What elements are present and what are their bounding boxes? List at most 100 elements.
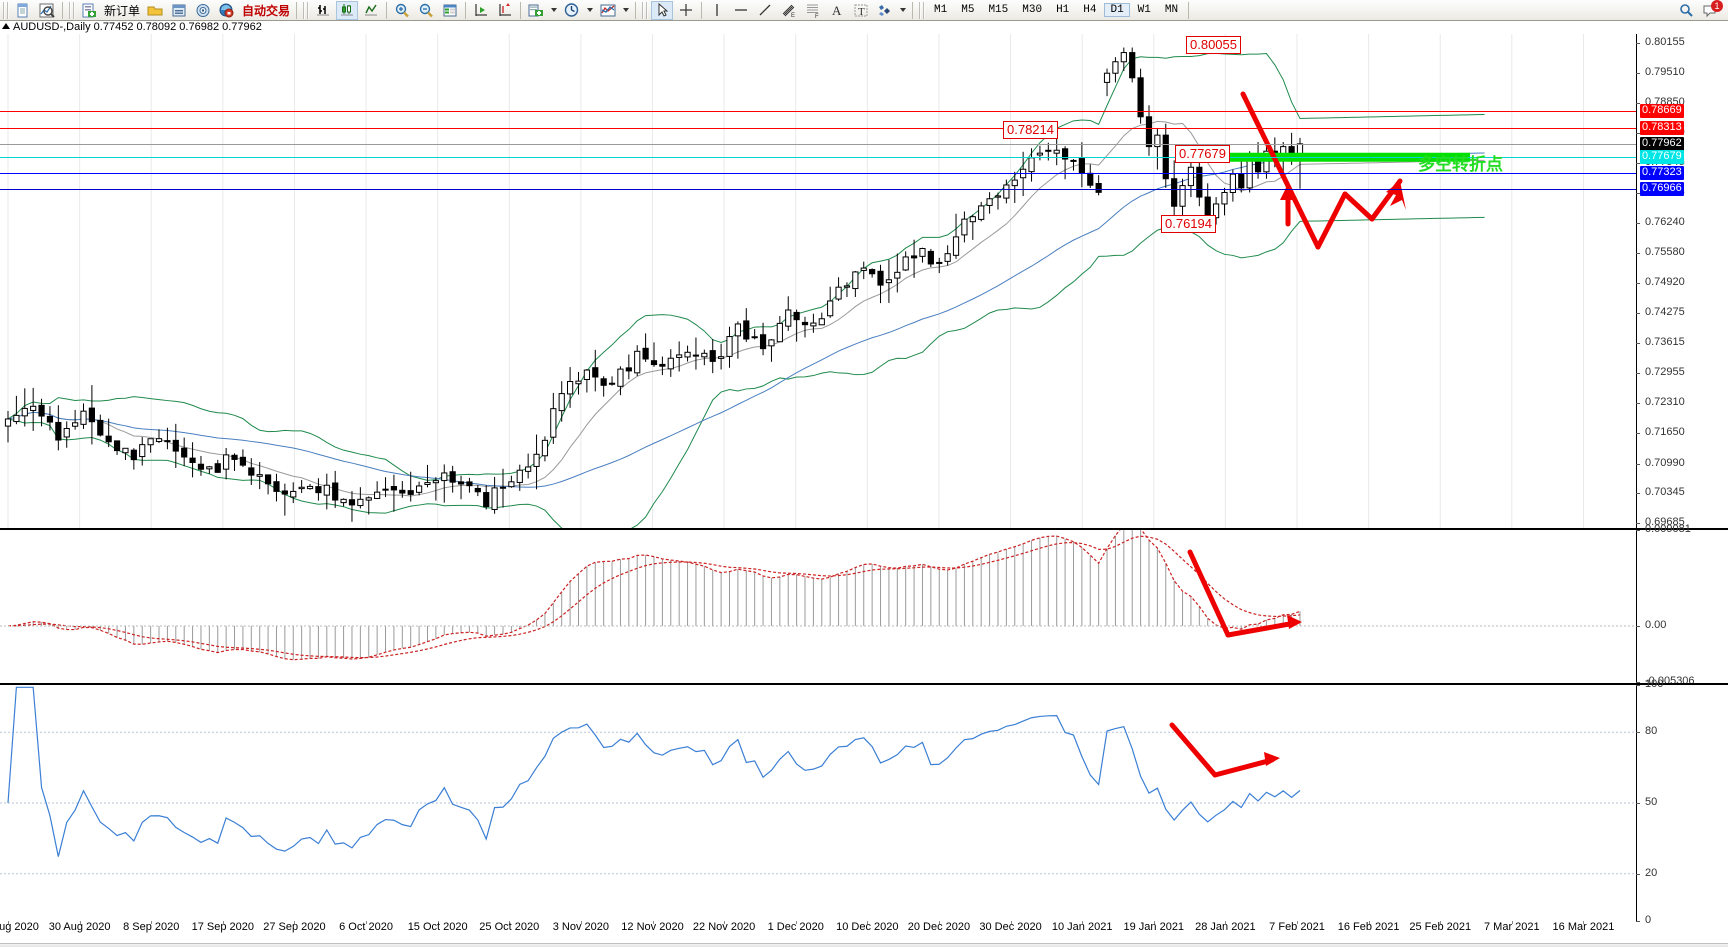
fibonacci-icon[interactable]: F bbox=[802, 1, 824, 20]
indicators-icon[interactable] bbox=[597, 1, 619, 20]
candlestick-series[interactable] bbox=[4, 47, 1304, 522]
date-tick-label: 16 Feb 2021 bbox=[1337, 921, 1400, 933]
rsi-forecast-drawing[interactable] bbox=[1169, 722, 1280, 778]
timeframe-mn[interactable]: MN bbox=[1164, 4, 1179, 16]
macd-forecast-drawing[interactable] bbox=[1187, 549, 1302, 638]
prior-high-label[interactable]: 0.78214 bbox=[1003, 121, 1058, 139]
timeframe-d1[interactable]: D1 bbox=[1104, 3, 1130, 17]
level-line-support-1[interactable] bbox=[0, 156, 1636, 158]
vertical-line-icon[interactable] bbox=[706, 1, 728, 20]
text-icon[interactable]: A bbox=[826, 1, 848, 20]
chart-expand-icon[interactable] bbox=[2, 23, 10, 29]
price-tick-label: 0.74275 bbox=[1645, 305, 1685, 318]
price-label-current-price[interactable]: 0.77962 bbox=[1640, 136, 1684, 151]
new-order-label[interactable]: 新订单 bbox=[104, 3, 141, 18]
terminal-icon[interactable] bbox=[168, 1, 190, 20]
level-line-support-2[interactable] bbox=[0, 173, 1636, 175]
autotrading-label[interactable]: 自动交易 bbox=[242, 3, 291, 18]
bar-chart-icon[interactable] bbox=[312, 1, 334, 20]
toolbar-separator-6 bbox=[635, 1, 637, 19]
toolbar-grip-3[interactable] bbox=[302, 1, 310, 19]
data-window-icon[interactable] bbox=[439, 1, 461, 20]
trendline-icon[interactable] bbox=[754, 1, 776, 20]
date-tick-mark bbox=[509, 921, 511, 924]
folder-icon[interactable] bbox=[144, 1, 166, 20]
svg-text:T: T bbox=[858, 6, 865, 18]
autotrading-icon[interactable] bbox=[216, 1, 238, 20]
macd-pane[interactable] bbox=[0, 530, 1728, 682]
new-order-icon[interactable] bbox=[78, 1, 100, 20]
timeframe-m5[interactable]: M5 bbox=[961, 4, 975, 16]
date-tick-mark bbox=[1368, 921, 1370, 924]
level-line-resistance-1[interactable] bbox=[0, 111, 1636, 113]
chart-symbol-text: AUDUSD-,Daily 0.77452 0.78092 0.76982 0.… bbox=[13, 21, 262, 33]
price-chart-canvas[interactable] bbox=[0, 34, 1728, 528]
search-icon[interactable] bbox=[1675, 1, 1697, 20]
toolbar-grip-5[interactable] bbox=[918, 1, 926, 19]
price-tick-mark bbox=[1636, 403, 1640, 404]
date-tick-label: 7 Mar 2021 bbox=[1484, 921, 1540, 933]
equidistant-channel-icon[interactable]: E bbox=[778, 1, 800, 20]
timeframe-h1[interactable]: H1 bbox=[1056, 4, 1070, 16]
magnifier-chart-icon[interactable] bbox=[36, 1, 58, 20]
navigator-icon[interactable] bbox=[192, 1, 214, 20]
alerts-icon[interactable]: 1 bbox=[1699, 0, 1723, 20]
toolbar-grip[interactable] bbox=[2, 1, 9, 19]
price-tick-label: 0.80155 bbox=[1645, 36, 1685, 49]
timeframe-h4[interactable]: H4 bbox=[1083, 4, 1097, 16]
indicators-chevron-down-icon[interactable] bbox=[623, 8, 630, 12]
timeframe-m15[interactable]: M15 bbox=[988, 4, 1009, 16]
swing-low-label[interactable]: 0.76194 bbox=[1161, 215, 1216, 233]
swing-high-label[interactable]: 0.80055 bbox=[1186, 36, 1241, 54]
crosshair-icon[interactable] bbox=[675, 1, 697, 20]
price-label-resistance-2[interactable]: 0.78313 bbox=[1640, 120, 1684, 135]
level-line-support-3[interactable] bbox=[0, 189, 1636, 191]
level-line-current-price[interactable] bbox=[0, 143, 1636, 145]
period-chevron-down-icon[interactable] bbox=[587, 8, 594, 12]
forecast-arrow-up[interactable] bbox=[1280, 184, 1296, 227]
timeframe-m30[interactable]: M30 bbox=[1022, 4, 1043, 16]
toolbar-grip-2[interactable] bbox=[68, 1, 75, 19]
timeframe-w1[interactable]: W1 bbox=[1137, 4, 1151, 16]
horizontal-line-icon[interactable] bbox=[730, 1, 752, 20]
toolbar-grip-4[interactable] bbox=[641, 1, 649, 19]
zoom-out-icon[interactable] bbox=[415, 1, 437, 20]
toolbar-separator-9 bbox=[1188, 1, 1190, 19]
forecast-drawing[interactable] bbox=[1240, 91, 1406, 250]
timeframe-m1[interactable]: M1 bbox=[934, 4, 948, 16]
candlestick-chart-icon[interactable] bbox=[336, 0, 359, 20]
price-label-resistance-1[interactable]: 0.78669 bbox=[1640, 104, 1684, 119]
price-label-support-1[interactable]: 0.77679 bbox=[1640, 149, 1684, 164]
rsi-pane[interactable] bbox=[0, 685, 1728, 921]
price-label-support-2[interactable]: 0.77323 bbox=[1640, 166, 1684, 181]
price-tick-mark bbox=[1636, 72, 1640, 74]
turning-point-note[interactable]: 多空转折点 bbox=[1418, 155, 1503, 175]
date-tick-label: 25 Oct 2020 bbox=[479, 921, 540, 933]
date-tick-label: 25 Feb 2021 bbox=[1409, 921, 1472, 933]
shapes-chevron-down-icon[interactable] bbox=[900, 8, 907, 12]
pivot-label[interactable]: 0.77679 bbox=[1175, 145, 1230, 163]
pane-separator-2[interactable] bbox=[0, 683, 1728, 685]
zoom-in-icon[interactable] bbox=[391, 1, 413, 20]
template-icon[interactable] bbox=[525, 1, 547, 20]
document-icon[interactable] bbox=[12, 1, 34, 20]
price-label-support-3[interactable]: 0.76966 bbox=[1640, 182, 1684, 197]
shapes-icon[interactable] bbox=[874, 1, 896, 20]
rsi-canvas[interactable] bbox=[0, 685, 1728, 921]
text-label-icon[interactable]: T bbox=[850, 1, 872, 20]
cursor-icon[interactable] bbox=[651, 0, 674, 20]
rsi-tick-label: 20 bbox=[1645, 866, 1658, 879]
toolbar-separator-4 bbox=[465, 1, 467, 19]
auto-scroll-icon[interactable] bbox=[494, 1, 516, 20]
pane-separator-1[interactable] bbox=[0, 528, 1728, 530]
date-axis[interactable]: 20 Aug 2020 30 Aug 2020 8 Sep 2020 17 Sep 2… bbox=[0, 921, 1728, 939]
period-icon[interactable] bbox=[561, 1, 583, 20]
template-chevron-down-icon[interactable] bbox=[551, 8, 558, 12]
date-tick-mark bbox=[1440, 921, 1442, 924]
price-chart-pane[interactable] bbox=[0, 34, 1728, 528]
svg-text:F: F bbox=[815, 14, 819, 19]
macd-canvas[interactable] bbox=[0, 530, 1728, 682]
shift-end-icon[interactable] bbox=[470, 1, 492, 20]
level-line-resistance-2[interactable] bbox=[0, 127, 1636, 129]
line-chart-icon[interactable] bbox=[360, 1, 382, 20]
